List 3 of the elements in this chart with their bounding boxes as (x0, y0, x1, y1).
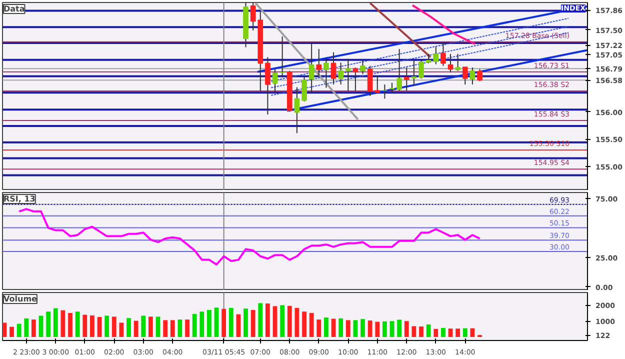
chart-title: RSI, 13 (4, 194, 36, 204)
chart-title: Volume (4, 294, 38, 304)
chart-title: Data (4, 4, 25, 14)
